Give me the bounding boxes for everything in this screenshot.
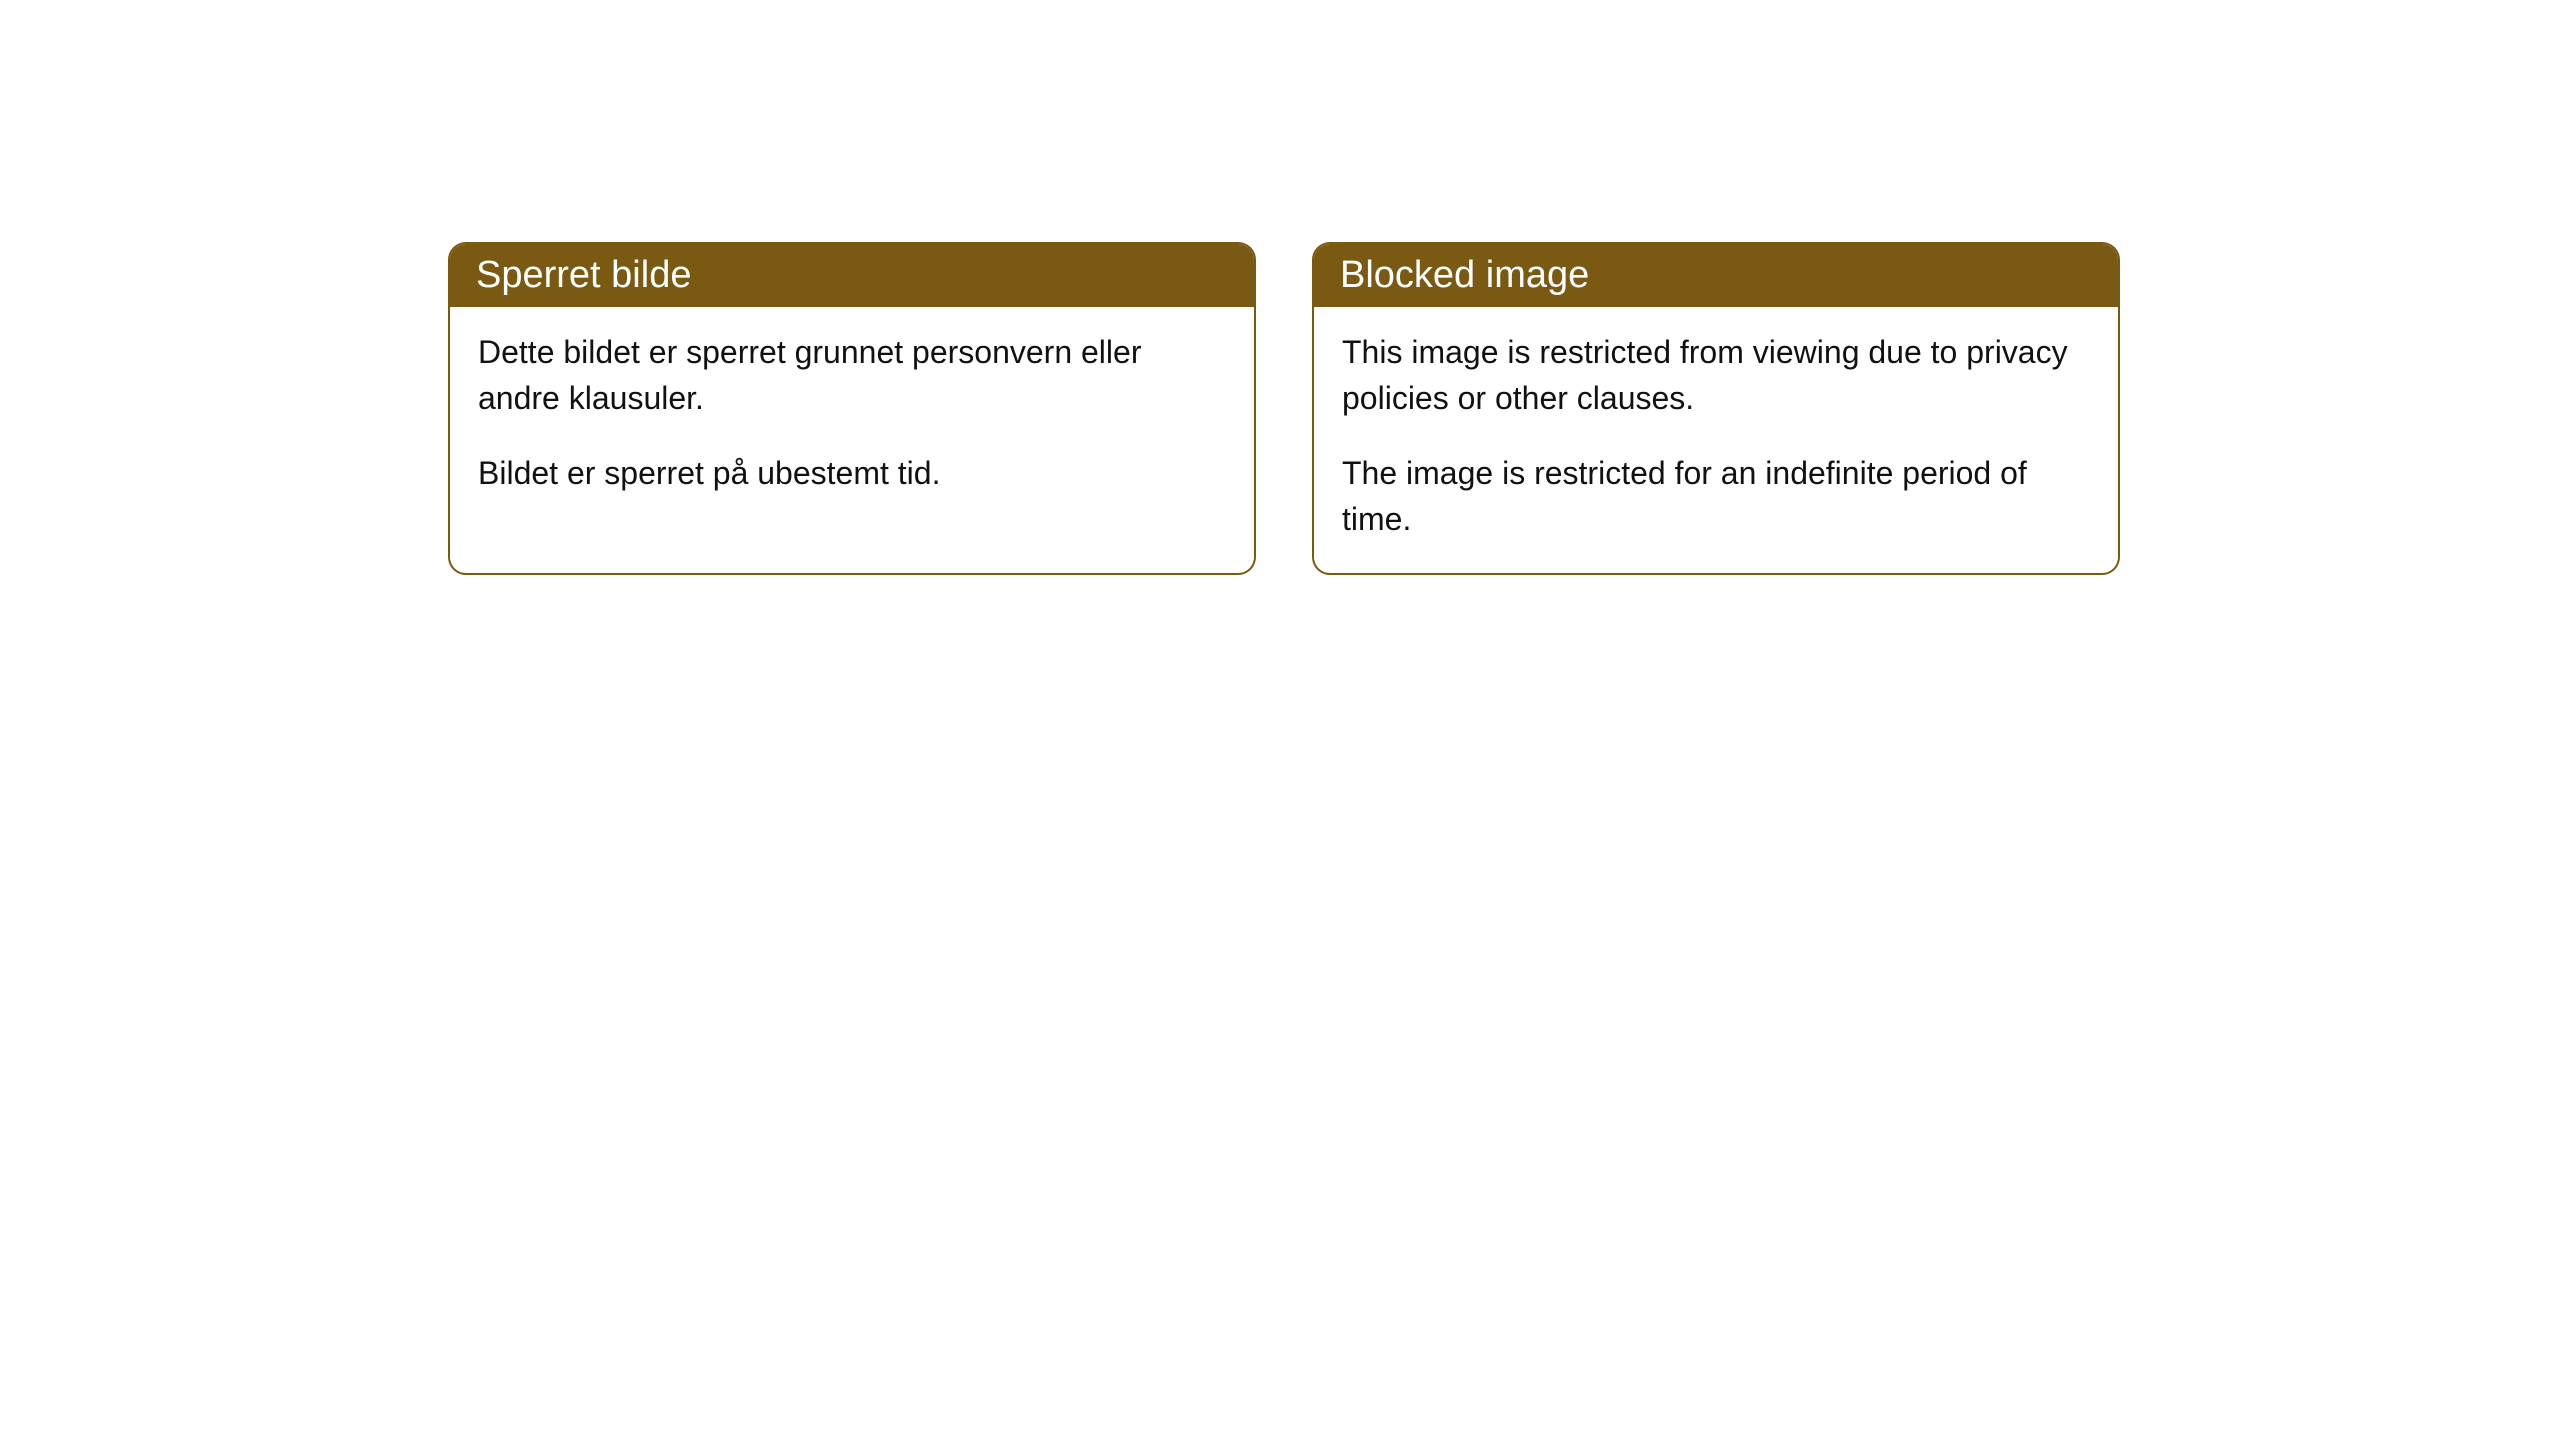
card-body: This image is restricted from viewing du… <box>1314 307 2118 573</box>
notice-cards-container: Sperret bilde Dette bildet er sperret gr… <box>448 242 2120 575</box>
card-title: Blocked image <box>1314 244 2118 307</box>
card-paragraph: This image is restricted from viewing du… <box>1342 329 2090 422</box>
card-paragraph: Dette bildet er sperret grunnet personve… <box>478 329 1226 422</box>
card-body: Dette bildet er sperret grunnet personve… <box>450 307 1254 526</box>
notice-card-english: Blocked image This image is restricted f… <box>1312 242 2120 575</box>
card-paragraph: Bildet er sperret på ubestemt tid. <box>478 450 1226 496</box>
notice-card-norwegian: Sperret bilde Dette bildet er sperret gr… <box>448 242 1256 575</box>
card-title: Sperret bilde <box>450 244 1254 307</box>
card-paragraph: The image is restricted for an indefinit… <box>1342 450 2090 543</box>
